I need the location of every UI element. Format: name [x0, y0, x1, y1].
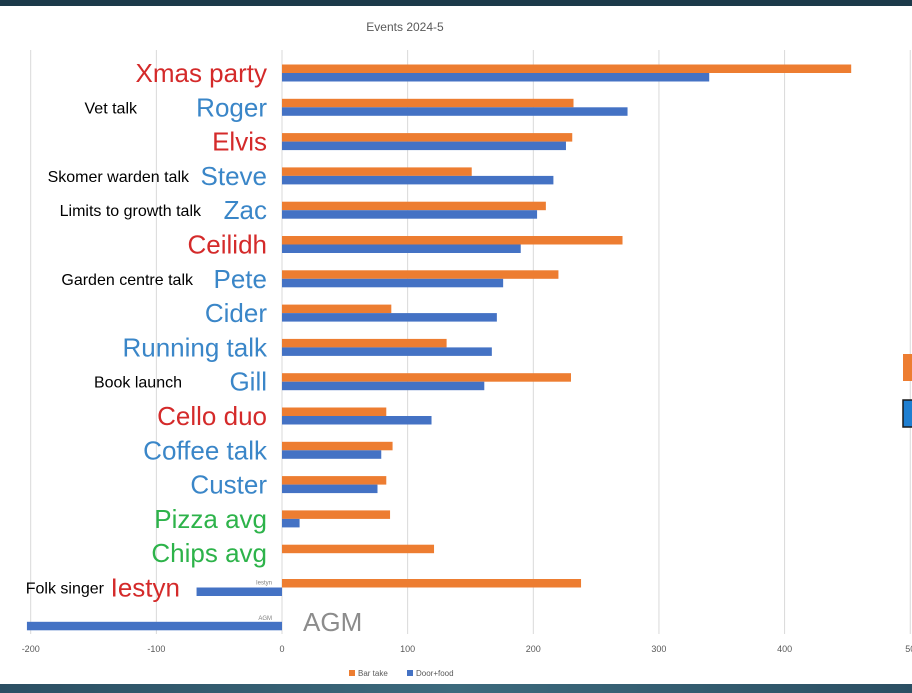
- bar-take-bar: [282, 338, 447, 348]
- category-label: Pizza avg: [154, 504, 267, 534]
- door-food-bar: [282, 450, 382, 459]
- door-food-bar: [26, 621, 283, 631]
- category-label: Cello duo: [157, 401, 267, 431]
- door-food-bar: [282, 313, 497, 322]
- x-tick-label: 0: [279, 644, 284, 654]
- x-tick-label: -100: [147, 644, 165, 654]
- event-note-label: Garden centre talk: [61, 272, 194, 289]
- x-tick-label: -200: [22, 644, 40, 654]
- category-label: AGM: [303, 607, 362, 637]
- bar-take-bar: [282, 579, 582, 588]
- category-label: Chips avg: [151, 538, 267, 568]
- door-food-bar: [282, 381, 485, 391]
- axis-category-label: Iestyn: [256, 581, 272, 587]
- category-label: Elvis: [212, 127, 267, 157]
- door-food-bar: [282, 141, 566, 151]
- category-label: Roger: [196, 92, 267, 122]
- event-note-label: Vet talk: [85, 100, 138, 117]
- category-label: Cider: [205, 298, 267, 328]
- bar-take-bar: [282, 304, 392, 314]
- blue-side-mark: [902, 399, 912, 428]
- bar-take-bar: [282, 167, 472, 176]
- bar-take-bar: [282, 133, 573, 142]
- x-tick-label: 400: [777, 644, 792, 654]
- bar-chart: Events 2024-5 -200 -100 0 100 200 300 400 50 Xm…: [22, 20, 912, 678]
- bar-take-bar: [282, 236, 623, 245]
- x-tick-label: 200: [526, 644, 541, 654]
- chart-title: Events 2024-5: [366, 20, 444, 34]
- x-tick-label: 50: [905, 644, 912, 654]
- orange-side-mark: [903, 354, 912, 381]
- legend-swatch-bar-take: [349, 670, 355, 676]
- chart-frame: Events 2024-5 -200 -100 0 100 200 300 400 50 Xm…: [0, 6, 912, 684]
- bar-take-bar: [282, 64, 852, 73]
- category-label: Zac: [224, 195, 267, 225]
- door-food-bar: [196, 587, 282, 596]
- category-label: Steve: [201, 161, 268, 191]
- door-food-bar: [282, 416, 432, 425]
- door-food-bar: [282, 175, 554, 185]
- x-tick-label: 300: [651, 644, 666, 654]
- bar-take-bar: [282, 201, 546, 211]
- legend-label: Bar take: [358, 669, 388, 678]
- door-food-bar: [282, 347, 492, 356]
- category-labels: Xmas party Roger Vet talk Elvis Steve Skomer …: [26, 58, 362, 637]
- event-note-label: Book launch: [94, 375, 182, 392]
- door-food-bar: [282, 484, 378, 494]
- door-food-bar: [282, 518, 300, 528]
- category-label: Ceilidh: [188, 230, 268, 260]
- axis-category-label: AGM: [258, 616, 272, 622]
- door-food-bar: [282, 278, 504, 288]
- legend: Bar take Door+food: [349, 669, 454, 678]
- bar-take-bar: [282, 270, 559, 279]
- bar-take-bar: [282, 98, 574, 108]
- bar-take-bar: [282, 441, 393, 451]
- event-note-label: Skomer warden talk: [48, 169, 190, 186]
- x-tick-label: 100: [400, 644, 415, 654]
- door-food-bar: [282, 244, 521, 253]
- category-label: Xmas party: [136, 58, 268, 88]
- category-label: Gill: [229, 367, 267, 397]
- side-marks: [902, 354, 912, 428]
- legend-label: Door+food: [416, 669, 454, 678]
- category-label: Coffee talk: [143, 435, 268, 465]
- door-food-bar: [282, 73, 710, 82]
- bar-take-bar: [282, 544, 435, 554]
- bar-take-bar: [282, 476, 387, 485]
- category-label: Running talk: [122, 332, 268, 362]
- door-food-bar: [282, 107, 628, 116]
- x-axis-ticks: -200 -100 0 100 200 300 400 50: [22, 644, 912, 654]
- category-label: Iestyn: [111, 573, 180, 603]
- bar-take-bar: [282, 407, 387, 416]
- bars: [26, 64, 852, 631]
- event-note-label: Folk singer: [26, 581, 105, 598]
- bar-take-bar: [282, 373, 571, 382]
- door-food-bar: [282, 210, 538, 219]
- category-label: Pete: [214, 264, 268, 294]
- event-note-label: Limits to growth talk: [60, 203, 202, 220]
- bottom-bar: [0, 684, 912, 693]
- category-label: Custer: [190, 470, 267, 500]
- bar-take-bar: [282, 510, 391, 519]
- legend-swatch-door-food: [407, 670, 413, 676]
